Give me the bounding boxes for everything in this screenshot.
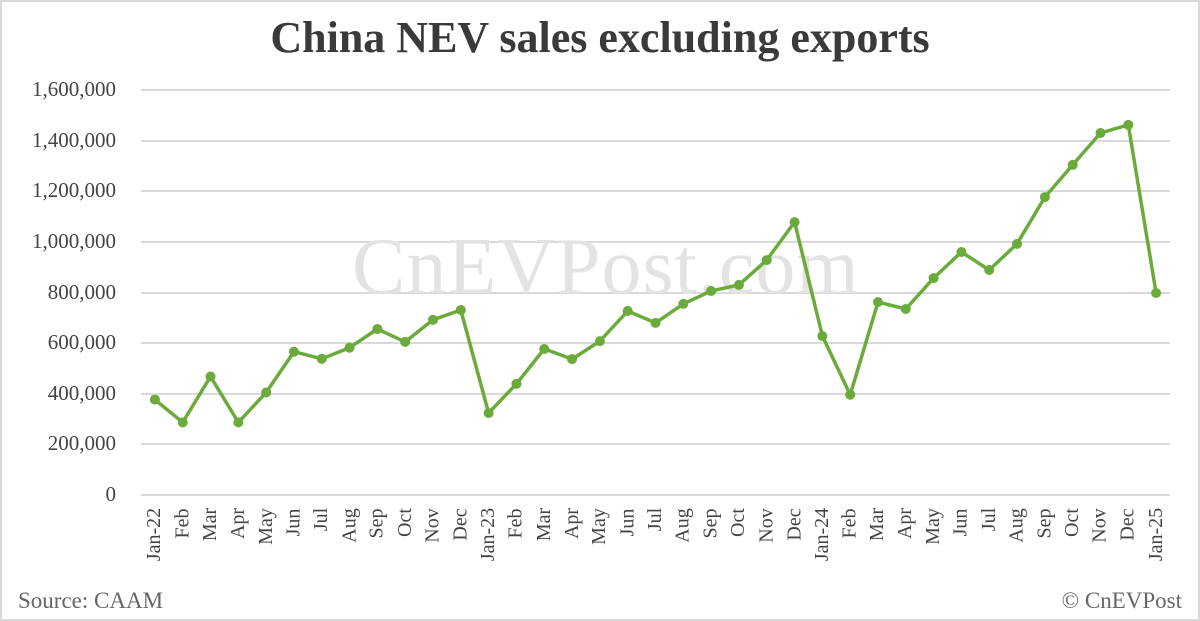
gridline	[141, 443, 1170, 446]
y-tick-label: 1,400,000	[32, 127, 116, 152]
data-point	[845, 389, 856, 400]
source-label: Source: CAAM	[18, 588, 164, 613]
data-point	[1123, 119, 1134, 130]
data-point	[567, 354, 578, 365]
data-point	[1012, 238, 1023, 249]
data-point	[650, 317, 661, 328]
gridline	[141, 392, 1170, 395]
data-point	[455, 304, 466, 315]
data-point	[1095, 128, 1106, 139]
data-point	[149, 394, 160, 405]
data-point	[288, 346, 299, 357]
y-tick-label: 200,000	[47, 431, 116, 456]
data-point	[205, 371, 216, 382]
y-tick-label: 1,600,000	[32, 77, 116, 101]
y-tick-label: 600,000	[47, 330, 116, 355]
data-point	[872, 297, 883, 308]
data-point	[817, 331, 828, 342]
data-point	[1067, 159, 1078, 170]
data-point	[928, 273, 939, 284]
data-point	[900, 303, 911, 314]
data-point	[511, 378, 522, 389]
gridline	[141, 89, 1170, 91]
data-point	[344, 342, 355, 353]
data-point	[261, 387, 272, 398]
gridline	[141, 240, 1170, 243]
y-tick-label: 800,000	[47, 279, 116, 304]
data-point	[372, 323, 383, 334]
y-tick-label: 1,000,000	[32, 228, 116, 253]
data-point	[956, 247, 967, 257]
data-point	[233, 417, 244, 428]
gridline	[141, 342, 1170, 345]
data-point	[733, 279, 744, 290]
data-point	[761, 255, 772, 266]
data-point	[706, 285, 717, 296]
data-point	[483, 407, 494, 418]
data-point	[1151, 288, 1162, 299]
series-line	[153, 123, 1158, 425]
data-point	[428, 314, 439, 325]
data-point	[316, 353, 327, 364]
watermark: CnEVPost.com	[352, 223, 860, 311]
y-tick-label: 400,000	[47, 380, 116, 405]
y-tick-label: 1,200,000	[32, 178, 116, 203]
gridline	[141, 291, 1170, 294]
data-point	[400, 336, 411, 347]
data-point	[622, 305, 633, 316]
data-point	[789, 217, 800, 228]
gridline	[141, 139, 1170, 142]
data-point	[678, 298, 689, 309]
gridline	[141, 494, 1170, 496]
data-point	[539, 343, 550, 354]
chart-title: China NEV sales excluding exports	[270, 13, 930, 62]
data-point	[1039, 192, 1050, 203]
data-point	[984, 264, 995, 275]
y-tick-label: 0	[105, 482, 117, 506]
gridline	[141, 190, 1170, 193]
data-point	[594, 336, 605, 347]
copyright-label: © CnEVPost	[1061, 588, 1182, 613]
data-point	[177, 417, 188, 428]
series-markers	[149, 119, 1162, 428]
